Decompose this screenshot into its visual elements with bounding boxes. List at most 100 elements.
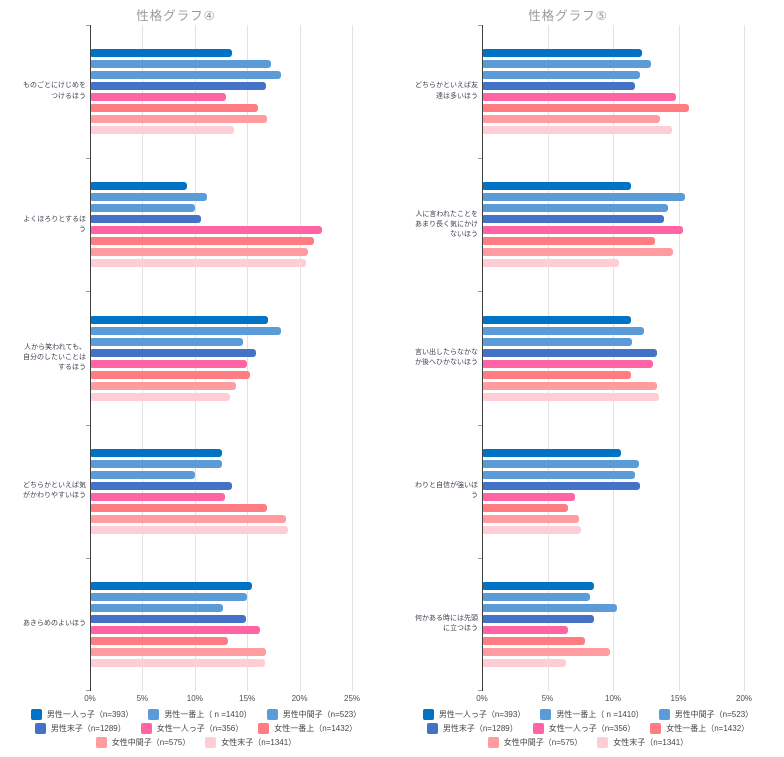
gridline [299,25,301,691]
legend-item[interactable]: 女性一番上（n=1432） [650,723,749,734]
category-boundary-tick [86,690,90,691]
legend-swatch-icon [95,737,107,748]
bar [91,503,268,512]
bar [91,126,234,135]
legend-item[interactable]: 男性末子（n=1289） [34,723,126,734]
bar [91,581,253,590]
bar [91,470,195,479]
category-boundary-tick [478,557,482,559]
legend-label: 女性一番上（n=1432） [666,724,750,733]
legend-swatch-icon [266,709,278,720]
bar [483,49,642,58]
category-slot: ものごとにけじめをつけるほう [0,25,90,158]
legend-item[interactable]: 女性中間子（n=575） [95,737,191,748]
legend-swatch-icon [597,737,609,748]
category-boundary-tick [86,291,90,293]
bar [91,337,243,346]
bar [483,514,579,523]
bar [483,614,595,623]
category-slot: 何かある時には先頭に立つほう [392,558,482,691]
bar [483,503,569,512]
category-label: 何かある時には先頭に立つほう [415,615,478,633]
category-label: あきらめのよいほう [23,620,86,628]
bar [91,658,265,667]
bar [91,315,269,324]
category-slot: 人に言われたことをあまり長く気にかけないほう [392,158,482,291]
legend-item[interactable]: 女性一人っ子（n=356） [140,723,243,734]
category-label: 人から笑われても、自分のしたいことはするほう [23,343,86,372]
bar [91,359,248,368]
category-slot: どちらかといえば気がかわりやすいほう [0,425,90,558]
category-boundary-tick [86,158,90,160]
legend-item[interactable]: 女性末子（n=1341） [205,737,296,748]
chart-title: 性格グラフ④ [136,9,216,23]
x-axis-tick-label: 15% [239,694,256,703]
legend-item[interactable]: 男性中間子（n=523） [658,709,753,720]
legend-row: 男性一人っ子（n=393） 男性一番上（ n =1410） 男性中間子（n=523） [30,709,361,720]
legend-item[interactable]: 女性一番上（n=1432） [258,723,357,734]
legend-item[interactable]: 男性一番上（ n =1410） [540,709,644,720]
legend-item[interactable]: 男性一番上（ n =1410） [148,709,252,720]
bar-group [483,291,745,424]
legend-item[interactable]: 男性中間子（n=523） [266,709,361,720]
bar [483,381,658,390]
legend-item[interactable]: 女性中間子（n=575） [487,737,583,748]
legend-swatch-icon [540,709,552,720]
bar [483,658,566,667]
legend-row: 女性中間子（n=575） 女性末子（n=1341） [95,737,296,748]
category-axis: ものごとにけじめをつけるほうよくほろりとするほう人から笑われても、自分のしたいこ… [0,25,90,691]
category-boundary-tick [478,424,482,426]
legend-item[interactable]: 女性一人っ子（n=356） [532,723,635,734]
bar [91,259,306,268]
bar [91,226,322,235]
bar [91,481,233,490]
bar [483,592,591,601]
x-axis-tick-label: 25% [343,694,361,703]
bar [91,182,188,191]
legend-item[interactable]: 女性末子（n=1341） [597,737,688,748]
bar [483,525,582,534]
category-label: ものごとにけじめをつけるほう [23,82,86,100]
bar [91,448,222,457]
legend: 男性一人っ子（n=393） 男性一番上（ n =1410） 男性中間子（n=523）… [0,709,392,748]
gridline [142,25,144,691]
x-axis: 0% 5% 10% 15% 20% [476,691,752,706]
category-label: わりと自信が強いほう [415,482,478,500]
bar [483,215,664,224]
x-axis-tick-label: 0% [84,694,96,703]
bar-group [91,558,353,691]
legend-swatch-icon [30,709,42,720]
legend-label: 女性末子（n=1341） [221,738,297,747]
legend-swatch-icon [426,723,438,734]
gridline [744,25,745,691]
bar [91,193,208,202]
category-boundary-tick [86,25,90,26]
legend-item[interactable]: 男性末子（n=1289） [426,723,518,734]
bar [91,370,251,379]
legend-item[interactable]: 男性一人っ子（n=393） [30,709,133,720]
category-slot: よくほろりとするほう [0,158,90,291]
x-axis-tick-label: 10% [604,694,622,703]
gridline [352,25,353,691]
bar [483,126,672,135]
x-axis-tick-label: 20% [291,694,308,703]
bar [483,193,685,202]
legend: 男性一人っ子（n=393） 男性一番上（ n =1410） 男性中間子（n=523）… [392,709,784,748]
bar-group [483,558,745,691]
legend-label: 女性一番上（n=1432） [274,724,358,733]
category-boundary-tick [478,25,482,26]
plot-area [86,25,353,691]
bar-group [483,25,745,158]
category-label: 言い出したらなかなか後へひかないほう [415,348,478,366]
legend-swatch-icon [258,723,270,734]
legend-label: 女性中間子（n=575） [111,738,191,747]
category-label: 人に言われたことをあまり長く気にかけないほう [415,210,478,238]
x-axis-tick-label: 0% [476,694,488,703]
bar-group [91,25,353,158]
legend-swatch-icon [148,709,160,720]
legend-label: 女性中間子（n=575） [503,738,583,747]
chart-body: どちらかといえば友達は多いほう 人に言われたことをあまり長く気にかけないほう 言い出… [392,25,784,691]
legend-row: 男性一人っ子（n=393） 男性一番上（ n =1410） 男性中間子（n=523） [422,709,753,720]
legend-item[interactable]: 男性一人っ子（n=393） [422,709,525,720]
category-boundary-tick [478,291,482,293]
